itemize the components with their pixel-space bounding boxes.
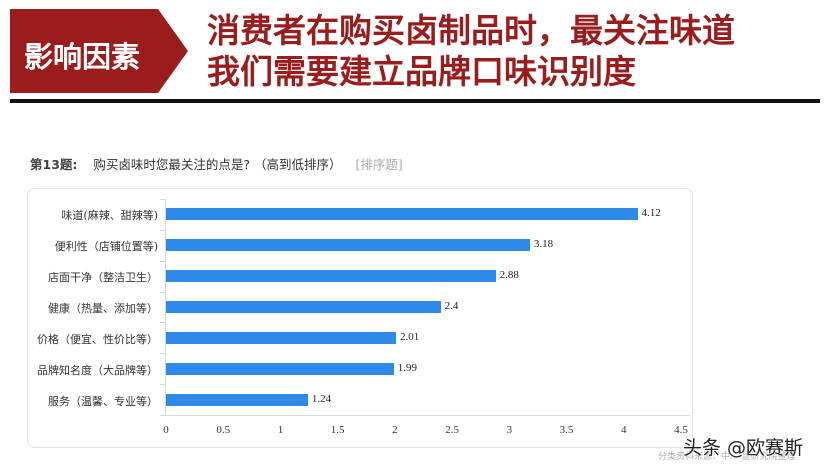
category-label: 价格（便宜、性价比等） <box>37 332 158 346</box>
bar-value-label: 2.88 <box>499 269 519 282</box>
bar <box>166 270 496 283</box>
badge-label: 影响因素 <box>24 40 141 74</box>
y-axis-tick <box>160 322 166 324</box>
x-axis-tick-label: 2 <box>392 424 398 436</box>
x-axis-tick-label: 1 <box>277 424 284 436</box>
section-badge: 影响因素 <box>10 9 188 93</box>
watermark: 头条 @欧赛斯 <box>683 437 804 459</box>
headline-line-2: 我们需要建立品牌口味识别度 <box>207 52 636 91</box>
question-number: 第13题: <box>30 157 78 172</box>
bar <box>166 362 394 375</box>
y-axis-tick <box>160 199 166 200</box>
headline-line-1: 消费者在购买卤制品时，最关注味道 <box>207 11 735 50</box>
question-text: 购买卤味时您最关注的点是? （高到低排序） <box>93 157 342 172</box>
bar-value-label: 4.12 <box>641 207 661 220</box>
badge-arrow-shape <box>10 9 188 93</box>
question-type: [排序题] <box>355 157 403 172</box>
x-axis-line <box>160 415 690 416</box>
category-label: 服务（温馨、专业等） <box>48 394 158 408</box>
category-label: 便利性（店铺位置等) <box>54 240 158 254</box>
bar <box>166 301 441 313</box>
question-title: 第13题: 购买卤味时您最关注的点是? （高到低排序） [排序题] <box>30 154 403 173</box>
page-headline: 消费者在购买卤制品时，最关注味道 我们需要建立品牌口味识别度 <box>207 10 735 92</box>
x-axis-tick-label: 3 <box>506 424 513 436</box>
bar-value-label: 2.01 <box>400 330 420 343</box>
category-label: 健康（热量、添加等） <box>48 302 158 315</box>
y-axis-line <box>165 199 166 415</box>
x-axis-tick-label: 4 <box>621 424 627 436</box>
bar-value-label: 1.99 <box>397 361 417 374</box>
category-label: 店面干净（整洁卫生） <box>48 271 158 285</box>
y-axis-tick <box>160 229 166 231</box>
y-axis-tick <box>160 291 166 293</box>
y-axis-tick <box>160 353 166 355</box>
bar <box>166 208 638 221</box>
x-axis-tick-label: 1.5 <box>330 424 345 436</box>
y-axis-tick <box>160 260 166 262</box>
x-axis-tick-label: 2.5 <box>445 424 459 436</box>
source-note: 分类资料来源：中... 显研究院整理 <box>658 452 796 462</box>
bar-value-label: 3.18 <box>533 238 554 251</box>
x-axis-tick-label: 0.5 <box>216 424 231 436</box>
category-label: 味道(麻辣、甜辣等) <box>61 209 158 223</box>
y-axis-tick <box>160 384 166 386</box>
bar <box>166 393 308 406</box>
y-axis-tick <box>160 415 166 417</box>
bar <box>166 331 397 344</box>
header-divider <box>10 99 820 103</box>
x-axis-tick-label: 4.5 <box>674 424 688 436</box>
bar <box>166 239 530 252</box>
bar-value-label: 1.24 <box>311 392 332 405</box>
x-axis-tick-label: 0 <box>163 424 169 436</box>
category-label: 品牌知名度（大品牌等） <box>37 363 158 377</box>
bar-value-label: 2.4 <box>444 300 459 312</box>
x-axis-tick-label: 3.5 <box>559 424 574 436</box>
chart-card <box>27 188 693 448</box>
